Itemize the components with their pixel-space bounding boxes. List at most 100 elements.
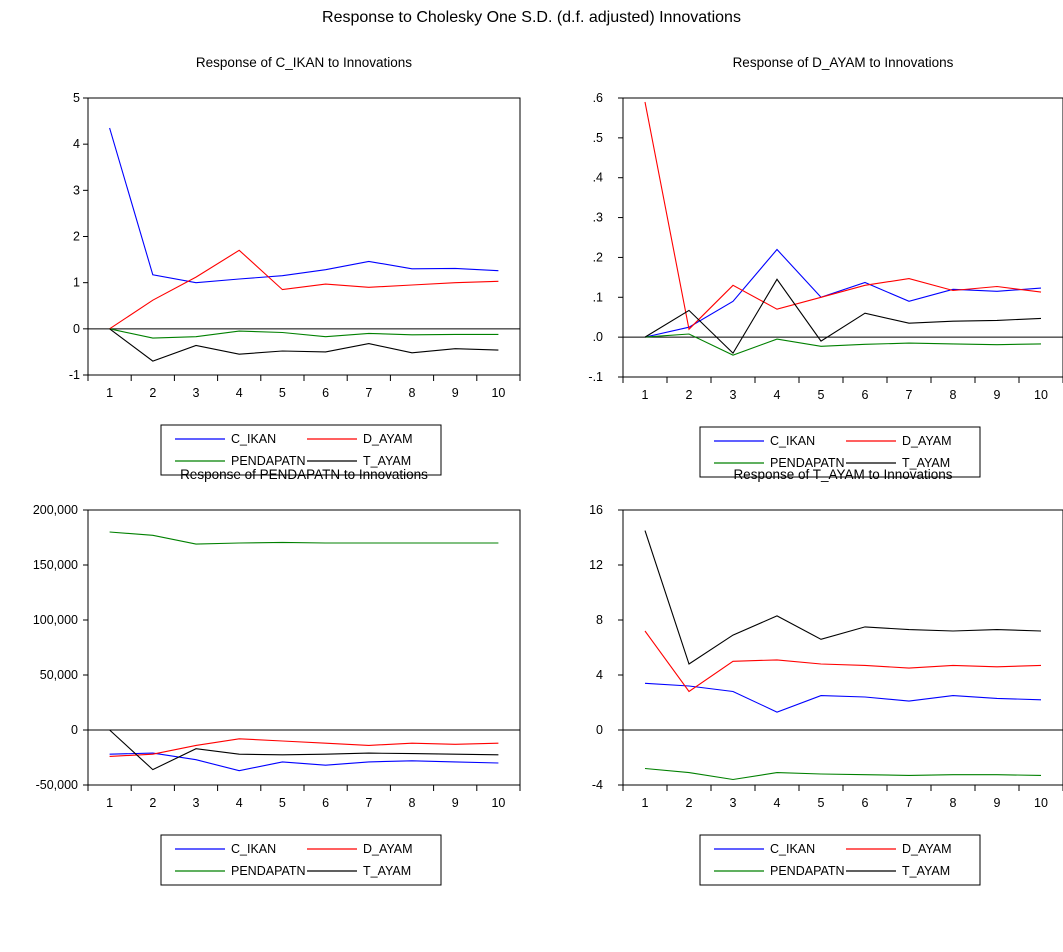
y-tick-label: 12 <box>589 558 603 572</box>
y-tick-label: -50,000 <box>36 778 78 792</box>
legend-label: PENDAPATN <box>770 864 845 878</box>
y-tick-label: .3 <box>593 211 603 225</box>
legend-box <box>160 424 442 476</box>
x-tick-label: 3 <box>193 386 200 400</box>
x-tick-label: 9 <box>994 388 1001 402</box>
x-tick-label: 7 <box>906 388 913 402</box>
x-tick-label: 9 <box>452 796 459 810</box>
x-tick-label: 5 <box>818 388 825 402</box>
x-tick-label: 3 <box>730 388 737 402</box>
legend-label: C_IKAN <box>231 432 276 446</box>
x-tick-label: 10 <box>491 386 505 400</box>
legend-box <box>699 834 981 886</box>
chart-svg: Response of C_IKAN to Innovations -1 0 1 2 3 4… <box>69 55 521 476</box>
panel-response-pendapatn: Response of PENDAPATN to Innovations -50,… <box>0 467 530 952</box>
x-tick-label: 8 <box>409 386 416 400</box>
legend-label: C_IKAN <box>770 434 815 448</box>
legend-label: T_AYAM <box>902 864 950 878</box>
x-tick-label: 9 <box>452 386 459 400</box>
panel-title: Response of PENDAPATN to Innovations <box>180 467 428 482</box>
x-tick-label: 2 <box>149 386 156 400</box>
y-tick-label: .5 <box>593 131 603 145</box>
y-tick-label: 200,000 <box>33 503 78 517</box>
x-tick-label: 1 <box>642 388 649 402</box>
y-tick-label: 3 <box>73 183 80 197</box>
series-line-c-ikan <box>109 752 499 772</box>
series-line-pendapatn <box>644 767 1042 781</box>
y-tick-label: 5 <box>73 91 80 105</box>
legend-label: D_AYAM <box>363 432 413 446</box>
x-tick-label: 2 <box>686 796 693 810</box>
y-tick-label: 8 <box>596 613 603 627</box>
x-tick-label: 10 <box>1034 388 1048 402</box>
legend-label: D_AYAM <box>902 434 952 448</box>
x-tick-label: 10 <box>491 796 505 810</box>
series-line-pendapatn <box>644 333 1042 356</box>
x-tick-label: 6 <box>862 796 869 810</box>
x-tick-label: 3 <box>730 796 737 810</box>
x-tick-label: 2 <box>149 796 156 810</box>
series-line-pendapatn <box>109 531 499 545</box>
panel-title: Response of C_IKAN to Innovations <box>196 55 412 70</box>
x-tick-label: 1 <box>106 386 113 400</box>
legend-label: D_AYAM <box>902 842 952 856</box>
series-line-d-ayam <box>644 630 1042 693</box>
legend-box <box>699 426 981 478</box>
panel-response-d-ayam: Response of D_AYAM to Innovations -.1 .0 .1… <box>533 40 1063 500</box>
series-line-d-ayam <box>109 249 499 330</box>
y-tick-label: 0 <box>71 723 78 737</box>
y-tick-label: 50,000 <box>40 668 78 682</box>
panel-response-t-ayam: Response of T_AYAM to Innovations -4 0 4 8 12… <box>533 467 1063 952</box>
y-tick-label: 2 <box>73 230 80 244</box>
series-line-d-ayam <box>109 738 499 757</box>
panel-title: Response of T_AYAM to Innovations <box>733 467 952 482</box>
x-tick-label: 4 <box>236 386 243 400</box>
x-tick-label: 1 <box>642 796 649 810</box>
y-tick-label: .1 <box>593 290 603 304</box>
x-tick-label: 6 <box>862 388 869 402</box>
y-tick-label: 100,000 <box>33 613 78 627</box>
chart-svg: Response of T_AYAM to Innovations-404812… <box>589 467 1063 886</box>
x-tick-label: 5 <box>279 386 286 400</box>
x-tick-label: 6 <box>322 796 329 810</box>
x-tick-label: 8 <box>409 796 416 810</box>
y-tick-label: 16 <box>589 503 603 517</box>
chart-svg: Response of D_AYAM to Innovations -.1 .0 .1… <box>588 55 1063 478</box>
plot-frame <box>622 97 1063 378</box>
legend-label: T_AYAM <box>363 454 411 468</box>
x-tick-label: 7 <box>365 386 372 400</box>
y-tick-label: 4 <box>73 137 80 151</box>
x-tick-label: 4 <box>774 388 781 402</box>
x-tick-label: 4 <box>236 796 243 810</box>
y-tick-label: .0 <box>593 330 603 344</box>
y-tick-label: -1 <box>69 368 80 382</box>
x-tick-label: 8 <box>950 388 957 402</box>
y-tick-label: .4 <box>593 171 603 185</box>
series-line-t-ayam <box>109 328 499 362</box>
y-tick-label: 0 <box>596 723 603 737</box>
x-tick-label: 8 <box>950 796 957 810</box>
legend-label: PENDAPATN <box>231 864 306 878</box>
legend-label: T_AYAM <box>363 864 411 878</box>
x-tick-label: 7 <box>906 796 913 810</box>
series-line-d-ayam <box>644 101 1042 331</box>
plot-frame <box>622 509 1063 786</box>
series-line-t-ayam <box>109 729 499 771</box>
legend-box <box>160 834 442 886</box>
y-tick-label: .6 <box>593 91 603 105</box>
series-line-c-ikan <box>109 127 499 284</box>
series-line-pendapatn <box>109 328 499 339</box>
y-tick-label: 1 <box>73 276 80 290</box>
x-tick-label: 5 <box>818 796 825 810</box>
y-tick-label: 0 <box>73 322 80 336</box>
plot-frame <box>87 97 521 376</box>
y-tick-label: 150,000 <box>33 558 78 572</box>
x-tick-label: 3 <box>193 796 200 810</box>
y-tick-label: -.1 <box>588 370 603 384</box>
y-tick-label: 4 <box>596 668 603 682</box>
series-line-t-ayam <box>644 278 1042 354</box>
x-tick-label: 9 <box>994 796 1001 810</box>
legend-label: PENDAPATN <box>770 456 845 470</box>
x-tick-label: 1 <box>106 796 113 810</box>
x-tick-label: 5 <box>279 796 286 810</box>
